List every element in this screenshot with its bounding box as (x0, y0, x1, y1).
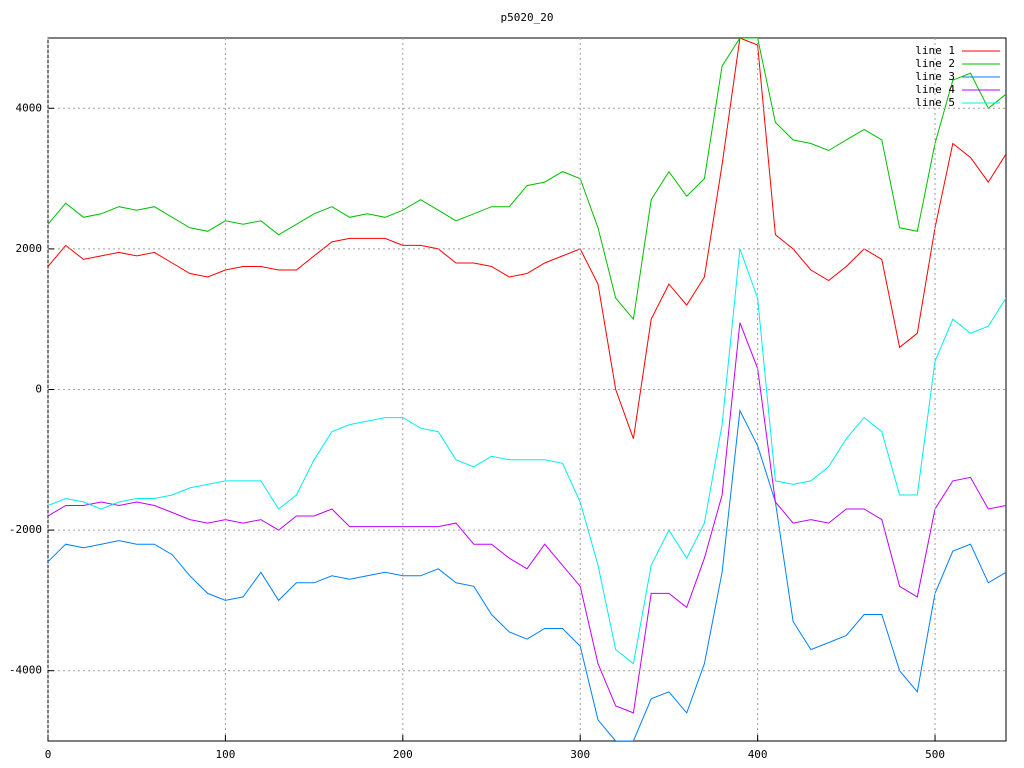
plot-frame (47, 37, 1007, 742)
y-tick-label: -4000 (9, 664, 42, 677)
y-tick-label: 4000 (16, 101, 43, 114)
data-line (48, 408, 1006, 741)
legend-label: line 5 (915, 96, 955, 109)
x-tick-label: 200 (393, 748, 413, 761)
data-line (48, 248, 1006, 665)
legend-label: line 4 (915, 83, 955, 96)
x-tick-label: 500 (925, 748, 945, 761)
y-tick-label: 2000 (16, 242, 43, 255)
y-tick-label: 0 (35, 383, 42, 396)
data-line (48, 322, 1006, 714)
data-line (48, 38, 1006, 321)
x-tick-label: 0 (45, 748, 52, 761)
legend-label: line 3 (915, 70, 955, 83)
chart-title: p5020_20 (501, 11, 554, 24)
legend-label: line 2 (915, 57, 955, 70)
y-tick-label: -2000 (9, 523, 42, 536)
legend-label: line 1 (915, 44, 955, 57)
x-tick-label: 400 (748, 748, 768, 761)
plot-lines (48, 38, 1006, 741)
x-tick-label: 100 (215, 748, 235, 761)
x-tick-label: 300 (570, 748, 590, 761)
data-line (48, 38, 1006, 439)
